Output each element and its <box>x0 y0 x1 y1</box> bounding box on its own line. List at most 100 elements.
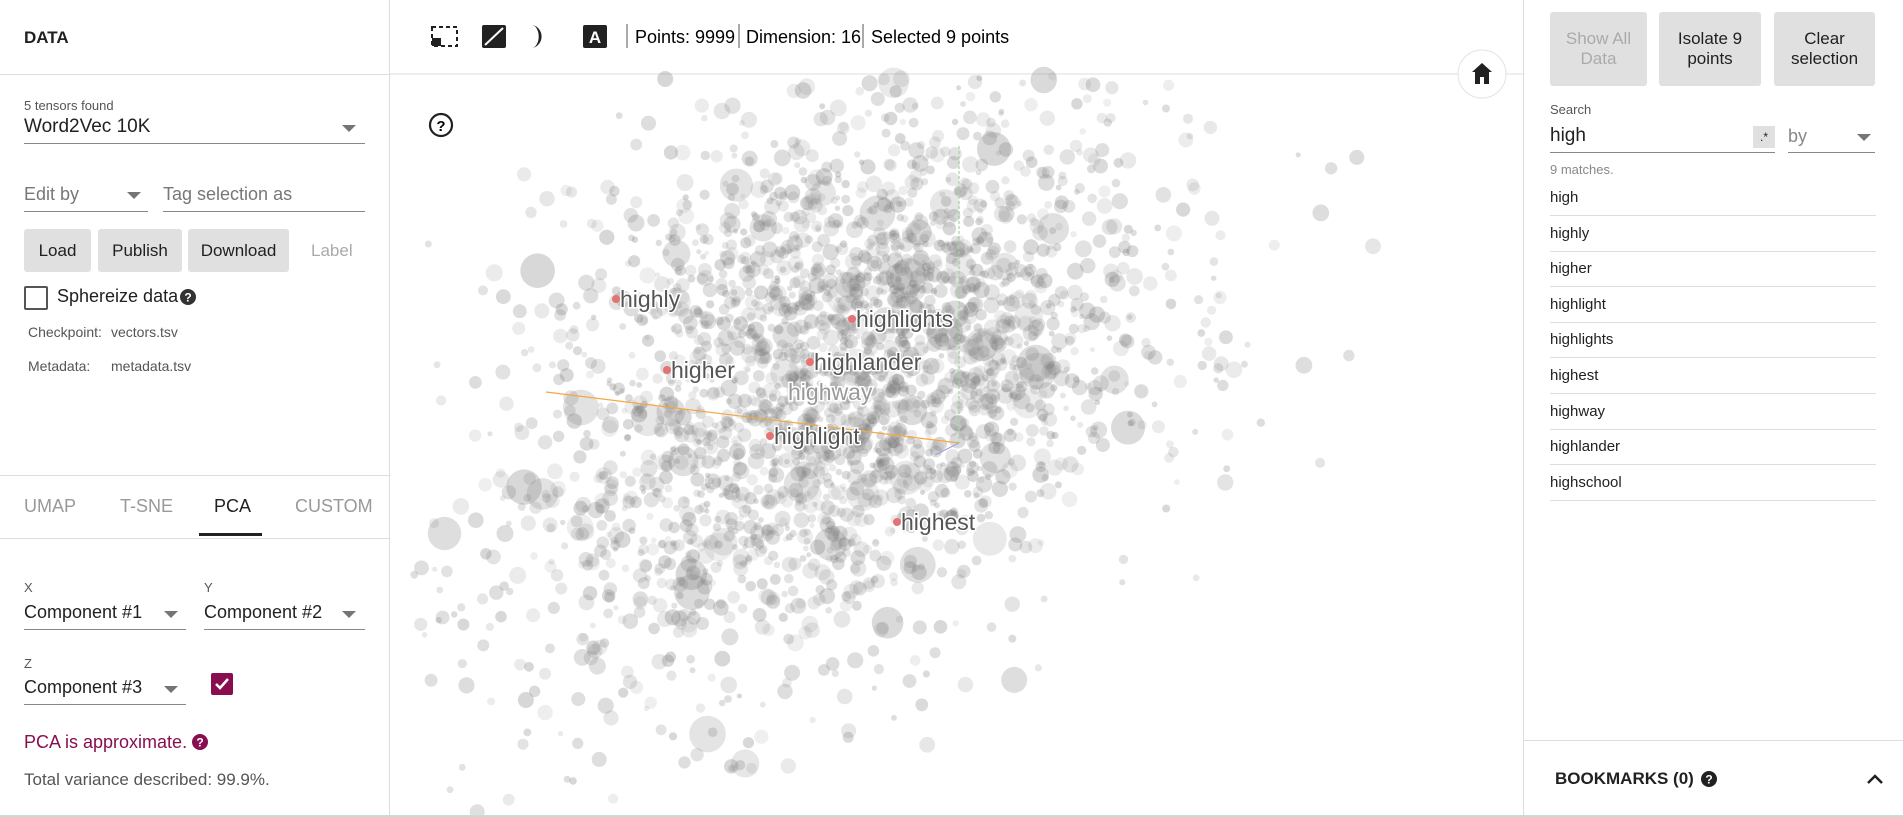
by-select[interactable]: by <box>1788 126 1808 146</box>
point <box>794 82 812 99</box>
point <box>940 271 951 283</box>
match-item[interactable]: higher <box>1550 252 1876 288</box>
point <box>545 493 560 509</box>
match-item[interactable]: highschool <box>1550 466 1876 501</box>
match-item[interactable]: highlights <box>1550 323 1876 359</box>
bookmarks-title[interactable]: BOOKMARKS (0) <box>1555 769 1694 788</box>
label-button[interactable]: Label <box>311 241 353 260</box>
point <box>1013 432 1024 443</box>
point <box>933 334 942 344</box>
edit-by[interactable]: Edit by <box>24 184 80 204</box>
point <box>651 488 661 497</box>
point <box>971 555 982 566</box>
point <box>972 237 981 246</box>
tag-input[interactable]: Tag selection as <box>163 184 293 204</box>
point <box>714 515 722 523</box>
tab[interactable]: T-SNE <box>120 496 174 516</box>
z-checkbox[interactable] <box>210 672 234 696</box>
point <box>1012 388 1043 419</box>
point <box>679 519 693 533</box>
point <box>881 383 897 399</box>
y-select[interactable]: Component #2 <box>204 602 323 622</box>
point <box>823 407 834 418</box>
night-icon[interactable] <box>533 25 542 48</box>
download-button[interactable]: Download <box>188 229 289 272</box>
show-all-button[interactable]: Show All Data <box>1550 12 1647 86</box>
collapse-icon[interactable] <box>1866 772 1884 786</box>
point <box>814 314 832 331</box>
point <box>920 359 931 370</box>
point <box>702 568 709 575</box>
match-item[interactable]: highly <box>1550 217 1876 252</box>
point <box>797 494 805 502</box>
regex-toggle[interactable]: .* <box>1753 126 1775 148</box>
point <box>825 555 833 563</box>
match-item[interactable]: high <box>1550 181 1876 216</box>
search-input[interactable]: high <box>1550 125 1586 146</box>
sphereize-checkbox[interactable] <box>24 286 48 310</box>
point <box>1053 199 1068 214</box>
x-select[interactable]: Component #1 <box>24 602 143 622</box>
point <box>826 287 838 299</box>
help-icon[interactable]: ? <box>179 288 197 306</box>
point <box>949 240 966 258</box>
point <box>1005 194 1021 210</box>
help-icon[interactable]: ? <box>191 733 209 751</box>
point <box>1034 664 1042 672</box>
point <box>850 298 863 310</box>
point <box>829 554 839 564</box>
point <box>1028 316 1036 324</box>
point <box>926 364 933 371</box>
point <box>967 195 978 206</box>
point <box>614 531 631 548</box>
match-item[interactable]: highway <box>1550 395 1876 430</box>
point <box>1001 278 1010 287</box>
point <box>741 343 753 355</box>
point <box>784 525 790 532</box>
point <box>814 527 847 561</box>
point <box>778 191 788 201</box>
load-button[interactable]: Load <box>24 229 91 272</box>
point <box>840 414 853 426</box>
point <box>955 247 966 258</box>
point <box>1020 166 1031 177</box>
tab[interactable]: UMAP <box>24 496 77 516</box>
point <box>732 486 740 495</box>
point <box>863 272 873 282</box>
point <box>940 196 952 207</box>
point <box>861 473 877 489</box>
point <box>791 447 803 460</box>
point <box>890 288 906 304</box>
clear-button[interactable]: Clear selection <box>1774 12 1875 86</box>
point <box>763 268 774 279</box>
point <box>742 544 748 550</box>
point <box>675 329 684 338</box>
isolate-button[interactable]: Isolate 9 points <box>1659 12 1761 86</box>
point <box>766 522 779 535</box>
tab-active[interactable]: PCA <box>214 496 252 516</box>
underline <box>204 629 365 630</box>
match-item[interactable]: highlight <box>1550 288 1876 323</box>
point <box>877 280 891 294</box>
tab[interactable]: CUSTOM <box>295 496 373 516</box>
point <box>762 623 775 637</box>
point <box>718 492 724 498</box>
point <box>821 161 833 173</box>
help-icon[interactable]: ? <box>1700 770 1718 788</box>
z-select[interactable]: Component #3 <box>24 677 143 697</box>
select-icon[interactable] <box>431 26 458 47</box>
match-item[interactable]: highest <box>1550 359 1876 394</box>
point <box>797 382 814 399</box>
point <box>685 326 698 339</box>
match-item[interactable]: highlander <box>1550 430 1876 466</box>
point <box>724 97 741 114</box>
point <box>1207 305 1217 315</box>
point <box>699 235 709 244</box>
point <box>837 304 849 317</box>
label-icon[interactable] <box>583 25 607 48</box>
help-button[interactable] <box>428 112 454 138</box>
tensor-select[interactable]: Word2Vec 10K <box>24 116 151 137</box>
publish-button[interactable]: Publish <box>98 229 182 272</box>
point <box>505 520 512 527</box>
